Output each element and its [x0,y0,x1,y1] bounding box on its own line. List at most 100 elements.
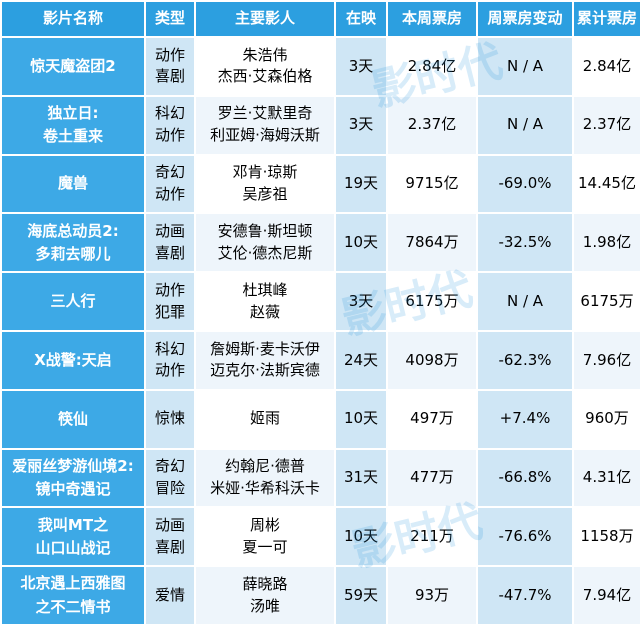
table-row: 我叫MT之 山口山战记 动画 喜剧 周彬 夏一可 10天 211万 -76.6% 1158万 [0,506,640,568]
film-title-cell: 魔兽 [0,153,146,215]
weekly-gross-cell: 2.37亿 [386,94,478,156]
genre-cell-line: 奇幻 [154,457,185,476]
genre-cell: 科幻 动作 [144,329,196,391]
days-in-release-cell: 24天 [334,329,388,391]
genre-cell-line: 动作 [154,184,185,203]
days-in-release-cell: 19天 [334,153,388,215]
header-type: 类型 [144,0,196,38]
cast-cell-line: 安德鲁·斯坦顿 [217,222,313,241]
weekly-change-cell: -62.3% [476,329,574,391]
cast-cell-line: 姬雨 [249,409,280,428]
weekly-change-cell: -66.8% [476,447,574,509]
weekly-gross-cell: 7864万 [386,212,478,274]
genre-cell-line: 科幻 [154,339,185,358]
table-row: 惊天魔盗团2 动作 喜剧 朱浩伟 杰西·艾森伯格 3天 2.84亿 N / A 2.84亿 [0,36,640,97]
film-title-cell-line: 卷土重来 [42,127,103,146]
cast-cell-line: 朱浩伟 [242,45,288,64]
genre-cell: 动画 喜剧 [144,506,196,568]
header-change: 周票房变动 [476,0,574,38]
genre-cell: 科幻 动作 [144,94,196,156]
total-gross-cell: 960万 [572,388,640,450]
film-title-cell: 三人行 [0,271,146,332]
cast-cell-line: 约翰尼·德普 [225,457,305,476]
genre-cell-line: 动画 [154,222,185,241]
genre-cell-line: 动作 [154,280,185,299]
genre-cell-line: 喜剧 [154,67,185,86]
weekly-gross-cell: 477万 [386,447,478,509]
film-title-cell-line: 山口山战记 [35,538,111,557]
genre-cell-line: 喜剧 [154,537,185,556]
genre-cell-line: 动作 [154,126,185,145]
total-gross-cell: 7.96亿 [572,329,640,391]
table-row: 筷仙 惊悚 姬雨 10天 497万 +7.4% 960万 [0,388,640,450]
cast-cell: 约翰尼·德普 米娅·华希科沃卡 [194,447,336,509]
total-gross-cell: 2.37亿 [572,94,640,156]
cast-cell-line: 杜琪峰 [242,280,288,299]
cast-cell: 姬雨 [194,388,336,450]
film-title-cell-line: 多莉去哪儿 [35,244,111,263]
film-title-cell: X战警:天启 [0,329,146,391]
table-row: 魔兽 奇幻 动作 邓肯·琼斯 吴彦祖 19天 9715亿 -69.0% 14.45亿 [0,153,640,215]
film-title-cell-line: 独立日: [47,103,99,122]
cast-cell-line: 迈克尔·法斯宾德 [210,361,320,380]
genre-cell: 动作 犯罪 [144,271,196,332]
cast-cell: 罗兰·艾默里奇 利亚姆·海姆沃斯 [194,94,336,156]
film-title-cell-line: 三人行 [50,291,96,310]
table-row: 三人行 动作 犯罪 杜琪峰 赵薇 3天 6175万 N / A 6175万 [0,271,640,332]
header-title: 影片名称 [0,0,146,38]
header-total: 累计票房 [572,0,640,38]
weekly-change-cell: N / A [476,94,574,156]
genre-cell: 动画 喜剧 [144,212,196,274]
weekly-gross-cell: 211万 [386,506,478,568]
weekly-change-cell: -69.0% [476,153,574,215]
film-title-cell-line: 爱丽丝梦游仙境2: [12,456,134,475]
table-row: 北京遇上西雅图 之不二情书 爱情 薛晓路 汤唯 59天 93万 -47.7% 7.94亿 [0,565,640,626]
genre-cell: 爱情 [144,565,196,626]
table-row: 爱丽丝梦游仙境2: 镜中奇遇记 奇幻 冒险 约翰尼·德普 米娅·华希科沃卡 31天 477万 -… [0,447,640,509]
days-in-release-cell: 59天 [334,565,388,626]
cast-cell-line: 米娅·华希科沃卡 [210,478,320,497]
table-row: X战警:天启 科幻 动作 詹姆斯·麦卡沃伊 迈克尔·法斯宾德 24天 4098万 -62.3%… [0,329,640,391]
header-days: 在映 [334,0,388,38]
header-weekly: 本周票房 [386,0,478,38]
cast-cell-line: 汤唯 [249,596,280,615]
weekly-change-cell: -32.5% [476,212,574,274]
cast-cell: 詹姆斯·麦卡沃伊 迈克尔·法斯宾德 [194,329,336,391]
cast-cell-line: 艾伦·德杰尼斯 [217,243,313,262]
genre-cell: 惊悚 [144,388,196,450]
cast-cell: 邓肯·琼斯 吴彦祖 [194,153,336,215]
total-gross-cell: 4.31亿 [572,447,640,509]
weekly-change-cell: +7.4% [476,388,574,450]
cast-cell: 薛晓路 汤唯 [194,565,336,626]
table-row: 海底总动员2: 多莉去哪儿 动画 喜剧 安德鲁·斯坦顿 艾伦·德杰尼斯 10天 7864万 -3… [0,212,640,274]
cast-cell-line: 薛晓路 [242,574,288,593]
weekly-change-cell: N / A [476,36,574,97]
film-title-cell: 筷仙 [0,388,146,450]
film-title-cell: 独立日: 卷土重来 [0,94,146,156]
cast-cell-line: 詹姆斯·麦卡沃伊 [210,339,320,358]
weekly-gross-cell: 6175万 [386,271,478,332]
days-in-release-cell: 3天 [334,94,388,156]
genre-cell-line: 爱情 [154,585,185,604]
film-title-cell-line: X战警:天启 [34,350,112,369]
total-gross-cell: 14.45亿 [572,153,640,215]
total-gross-cell: 2.84亿 [572,36,640,97]
genre-cell-line: 犯罪 [154,302,185,321]
genre-cell: 动作 喜剧 [144,36,196,97]
weekly-gross-cell: 93万 [386,565,478,626]
film-title-cell: 北京遇上西雅图 之不二情书 [0,565,146,626]
genre-cell-line: 动作 [154,45,185,64]
film-title-cell: 我叫MT之 山口山战记 [0,506,146,568]
days-in-release-cell: 10天 [334,212,388,274]
film-title-cell: 爱丽丝梦游仙境2: 镜中奇遇记 [0,447,146,509]
cast-cell-line: 周彬 [249,516,280,535]
weekly-gross-cell: 4098万 [386,329,478,391]
film-title-cell-line: 惊天魔盗团2 [30,56,116,75]
days-in-release-cell: 10天 [334,388,388,450]
weekly-change-cell: -76.6% [476,506,574,568]
days-in-release-cell: 10天 [334,506,388,568]
cast-cell-line: 利亚姆·海姆沃斯 [210,126,320,145]
film-title-cell-line: 魔兽 [57,174,88,193]
